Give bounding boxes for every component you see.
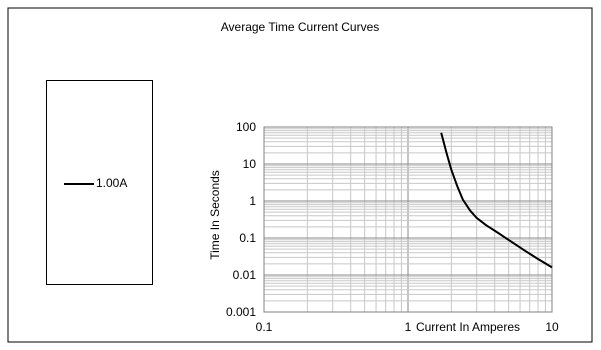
grid xyxy=(263,126,553,313)
x-tick-label: 10 xyxy=(545,320,559,334)
legend-swatch xyxy=(64,183,94,185)
y-tick-label: 0.01 xyxy=(233,268,257,282)
legend-label: 1.00A xyxy=(96,176,128,190)
y-tick-label: 0.1 xyxy=(239,231,256,245)
y-tick-label: 100 xyxy=(236,120,256,134)
plot-area-border xyxy=(263,126,553,313)
y-tick-label: 0.001 xyxy=(226,305,256,319)
legend: 1.00A xyxy=(46,80,153,285)
series-layer xyxy=(440,132,553,269)
series-line xyxy=(440,132,553,269)
x-tick-label: 0.1 xyxy=(256,320,273,334)
y-tick-label: 1 xyxy=(249,194,256,208)
chart-title: Average Time Current Curves xyxy=(221,20,380,34)
x-tick-label: 1 xyxy=(405,320,412,334)
x-axis-label: Current In Amperes xyxy=(416,320,520,334)
axes xyxy=(263,126,553,313)
y-axis-label: Time In Seconds xyxy=(208,170,222,260)
tick-labels: 0.1 1 10 100 10 1 0.1 0.01 0.001 xyxy=(226,120,559,334)
y-tick-label: 10 xyxy=(243,157,257,171)
